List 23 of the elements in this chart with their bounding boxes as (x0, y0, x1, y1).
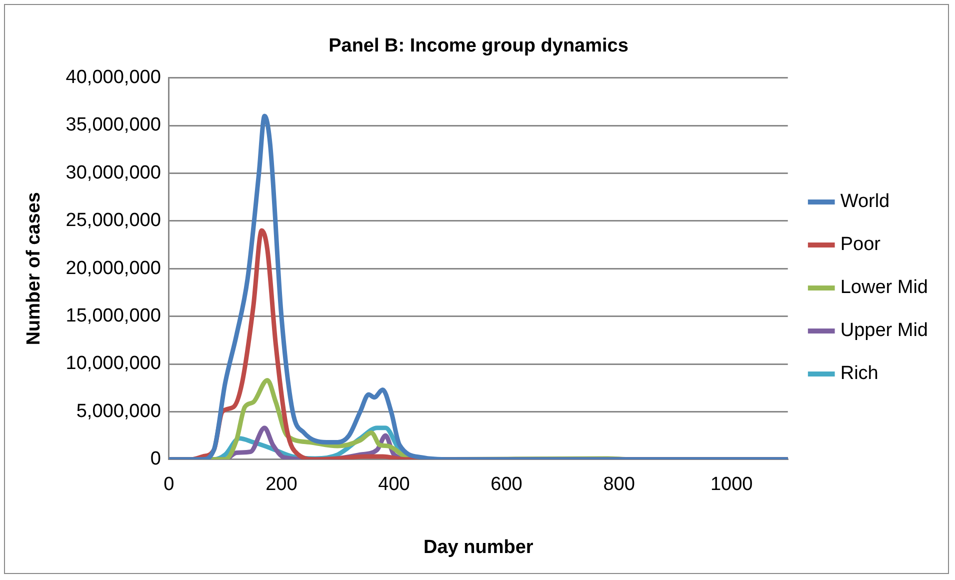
y-tick-label: 10,000,000 (66, 353, 161, 374)
legend-label: Rich (840, 363, 878, 384)
y-axis-title: Number of cases (24, 192, 45, 346)
legend-label: Poor (840, 234, 882, 256)
y-tick-label: 5,000,000 (76, 400, 161, 422)
x-tick-label: 400 (378, 474, 410, 496)
legend-label: Upper Mid (840, 320, 928, 342)
y-tick-label: 0 (150, 448, 161, 470)
legend-label: World (840, 191, 890, 212)
x-tick-label: 800 (603, 474, 635, 496)
y-tick-label: 35,000,000 (66, 114, 161, 136)
x-tick-label: 0 (164, 474, 174, 496)
y-tick-label: 40,000,000 (66, 67, 161, 88)
y-tick-label: 15,000,000 (66, 306, 161, 327)
x-tick-label: 1000 (710, 474, 753, 496)
y-tick-label: 30,000,000 (66, 162, 161, 184)
x-axis-title: Day number (423, 536, 534, 558)
chart-title: Panel B: Income group dynamics (328, 36, 628, 57)
x-tick-label: 600 (490, 474, 522, 496)
legend-label: Lower Mid (840, 277, 928, 298)
x-tick-label: 200 (266, 474, 298, 496)
y-tick-label: 20,000,000 (66, 258, 161, 279)
y-tick-label: 25,000,000 (66, 210, 161, 232)
